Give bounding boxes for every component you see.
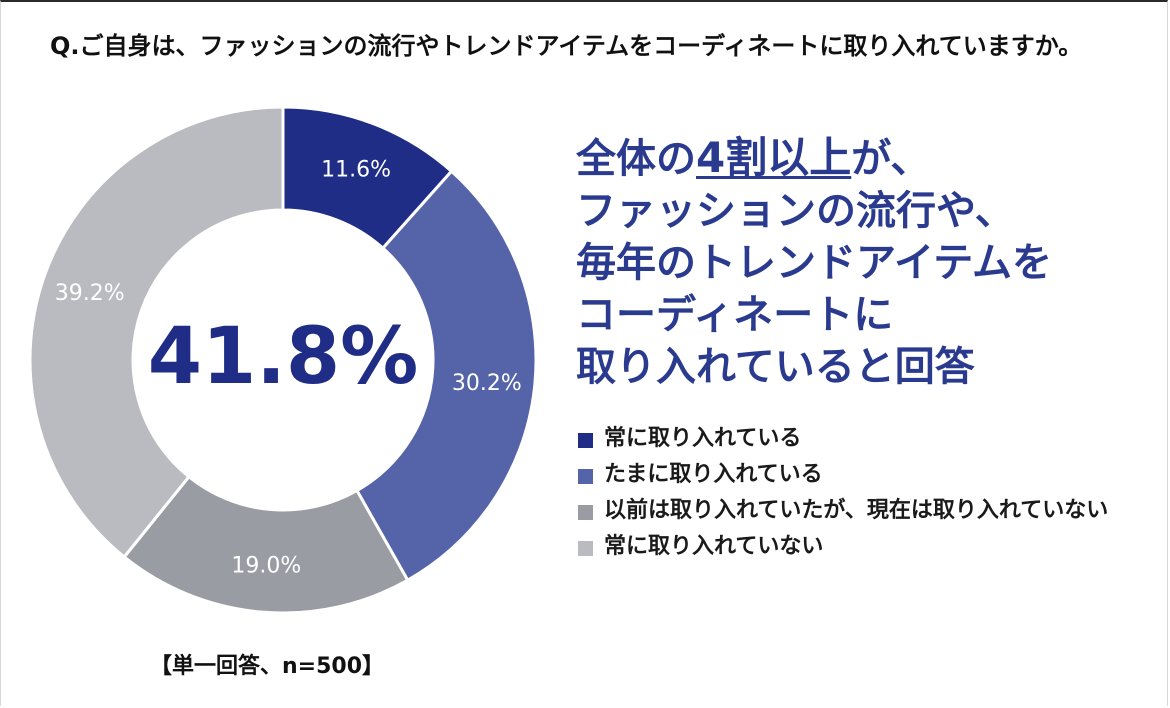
- slice-label-2: 30.2%: [452, 371, 522, 396]
- legend-label-2: たまに取り入れている: [604, 462, 823, 487]
- donut-chart: 11.6% 30.2% 19.0% 39.2% 41.8%: [28, 105, 538, 615]
- headline-highlight: 4割以上: [696, 133, 852, 182]
- headline-suffix: が、: [851, 136, 931, 182]
- legend-label-4: 常に取り入れていない: [604, 534, 824, 559]
- question-text: Q.ご自身は、ファッションの流行やトレンドアイテムをコーディネートに取り入れてい…: [50, 32, 1083, 60]
- headline-line-3: 毎年のトレンドアイテムを: [576, 240, 1052, 286]
- headline-line-1: 全体の4割以上が、: [576, 132, 1156, 185]
- legend-swatch-4: [578, 541, 593, 556]
- headline-line-2: ファッションの流行や、: [576, 188, 1015, 234]
- center-value: 41.8%: [148, 312, 419, 402]
- legend-label-1: 常に取り入れている: [604, 426, 802, 451]
- donut-slice-2: [354, 169, 538, 583]
- legend-label-3: 以前は取り入れていたが、現在は取り入れていない: [604, 498, 1109, 523]
- legend-item-4: 常に取り入れていない: [578, 532, 1148, 562]
- headline: 全体の4割以上が、 ファッションの流行や、 毎年のトレンドアイテムを コーディネ…: [576, 132, 1156, 393]
- headline-line-5: 取り入れていると回答: [576, 344, 975, 390]
- slice-label-1: 11.6%: [321, 157, 391, 182]
- slice-label-4: 39.2%: [55, 281, 125, 306]
- slice-label-3: 19.0%: [231, 553, 301, 578]
- sample-note: 【単一回答、n=500】: [150, 654, 385, 679]
- legend-item-1: 常に取り入れている: [578, 424, 1148, 454]
- legend-swatch-2: [578, 469, 593, 484]
- donut-slice-4: [28, 105, 285, 560]
- headline-prefix: 全体の: [576, 136, 696, 182]
- legend-swatch-3: [578, 505, 593, 520]
- legend-item-2: たまに取り入れている: [578, 460, 1148, 490]
- donut-slice-3: [122, 474, 410, 615]
- legend: 常に取り入れている たまに取り入れている以前は取り入れていたが、現在は取り入れてい…: [578, 424, 1148, 568]
- legend-swatch-1: [578, 433, 593, 448]
- legend-item-3: 以前は取り入れていたが、現在は取り入れていない: [578, 496, 1148, 526]
- headline-line-4: コーディネートに: [576, 292, 894, 338]
